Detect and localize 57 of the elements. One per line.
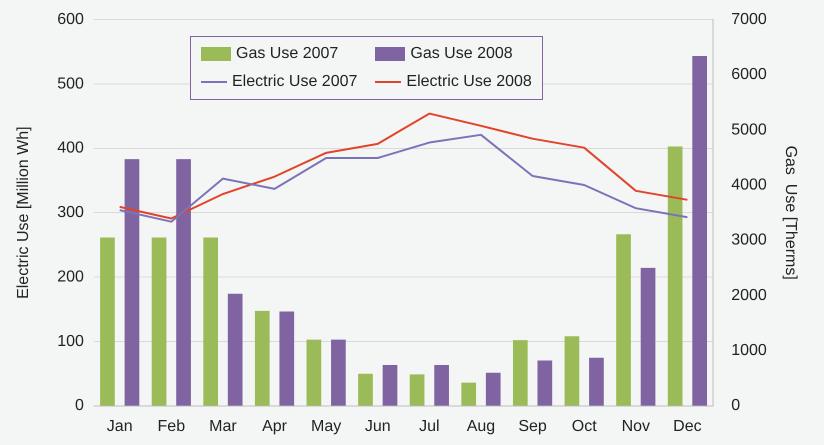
y-tick-label: 300 [57,204,84,222]
legend-label: Electric Use 2007 [232,73,358,91]
legend-label: Gas Use 2008 [410,45,513,63]
x-tick-label: Feb [158,418,186,435]
bar [512,340,528,406]
bar [279,311,294,406]
x-tick-label: Mar [209,418,238,435]
bar [306,340,322,406]
bar [124,159,140,406]
bar [176,159,191,406]
bar [382,364,398,406]
bar [616,234,631,406]
x-tick-label: Apr [262,418,288,435]
y-tick-label: 600 [57,11,84,28]
x-tick-label: Jun [364,418,391,435]
x-tick-label: May [311,418,342,435]
y-tick-label: 100 [57,332,84,350]
x-tick-label: Aug [466,418,496,435]
bar [537,360,552,406]
x-tick-label: Nov [622,418,650,435]
bar [152,238,166,406]
bar [434,364,449,406]
bar [100,238,115,406]
bar [668,146,682,406]
bar [410,374,424,406]
y2-tick-label: 3000 [731,232,767,249]
legend-label: Electric Use 2008 [406,73,532,91]
bar [203,238,218,406]
y2-tick-label: 4000 [731,176,767,194]
y2-tick-label: 5000 [731,121,767,138]
y2-axis-title: Gas Use [Therms] [782,146,799,280]
y-tick-label: 500 [57,75,84,92]
bar [692,56,708,406]
y2-tick-label: 6000 [731,66,767,84]
y2-tick-label: 1000 [731,342,767,360]
y2-tick-label: 2000 [731,286,767,304]
x-tick-label: Sep [518,418,547,435]
bar [589,358,604,406]
x-tick-label: Jan [106,418,133,435]
y-tick-label: 400 [57,140,84,157]
legend-label: Gas Use 2007 [236,45,338,63]
y-tick-label: 200 [57,268,84,286]
x-tick-label: Jul [419,418,440,435]
bar [331,340,346,406]
bar [228,294,243,406]
y2-tick-label: 7000 [731,11,767,28]
x-tick-label: Oct [572,418,598,435]
y2-tick-label: 0 [731,397,740,414]
bar [640,268,656,406]
y-tick-label: 0 [74,397,84,414]
bar [461,382,476,406]
x-tick-label: Dec [673,418,702,435]
bar [254,310,270,406]
bar [486,372,501,406]
bar [358,374,373,406]
y-axis-title: Electric Use [Million Wh] [15,126,32,299]
bar [564,336,580,406]
